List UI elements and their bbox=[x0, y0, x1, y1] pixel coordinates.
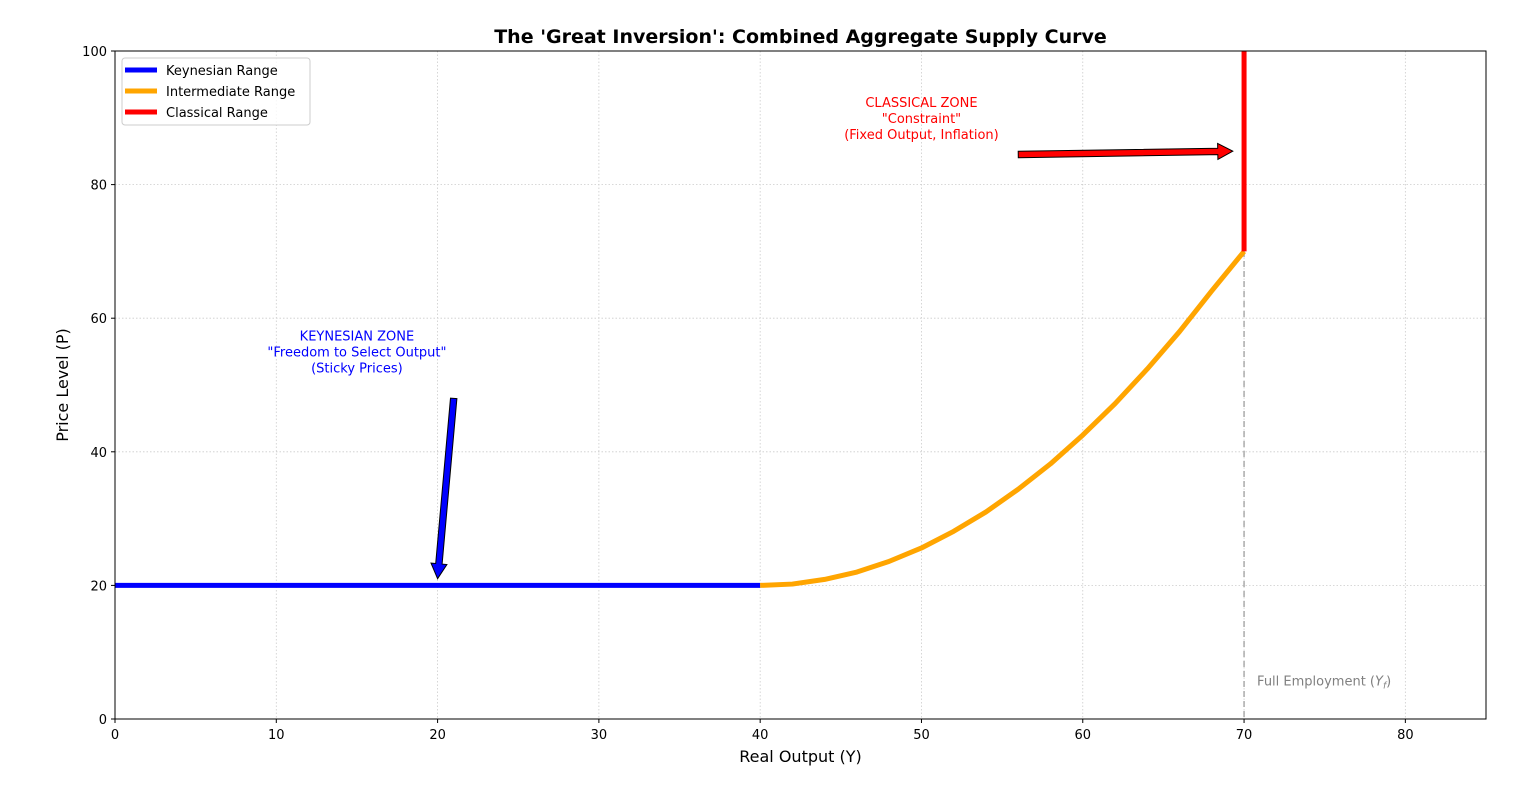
grid-lines bbox=[114, 50, 1486, 720]
x-tick-label: 40 bbox=[752, 728, 769, 743]
classical-zone-text-line: (Fixed Output, Inflation) bbox=[844, 128, 999, 143]
x-axis-label: Real Output (Y) bbox=[739, 747, 862, 766]
y-tick-label: 20 bbox=[90, 579, 107, 594]
series-lines bbox=[115, 51, 1247, 588]
full-employment-label: Full Employment (Yf) bbox=[1257, 675, 1391, 692]
x-tick-label: 0 bbox=[111, 728, 119, 743]
y-tick-label: 80 bbox=[90, 179, 107, 194]
series-intermediate-line bbox=[760, 249, 1246, 588]
x-tick-label: 70 bbox=[1236, 728, 1253, 743]
keynesian-zone-text-line: "Freedom to Select Output" bbox=[267, 346, 446, 361]
y-tick-label: 60 bbox=[90, 312, 107, 327]
classical-zone-arrow bbox=[1017, 142, 1234, 161]
plot-area-frame bbox=[114, 50, 1487, 720]
full-employment-line-group: Full Employment (Yf) bbox=[1243, 51, 1391, 719]
legend-label-classical: Classical Range bbox=[166, 106, 268, 121]
annotations: KEYNESIAN ZONE"Freedom to Select Output"… bbox=[267, 96, 1234, 580]
legend-label-intermediate: Intermediate Range bbox=[166, 85, 295, 100]
keynesian-zone-arrow bbox=[430, 397, 458, 580]
keynesian-zone-text-line: KEYNESIAN ZONE bbox=[300, 330, 415, 345]
legend: Keynesian Range Intermediate Range Class… bbox=[121, 57, 311, 126]
legend-box bbox=[121, 57, 311, 126]
x-tick-label: 30 bbox=[591, 728, 608, 743]
x-tick-label: 10 bbox=[268, 728, 285, 743]
x-tick-label: 80 bbox=[1397, 728, 1414, 743]
classical-zone-text-line: CLASSICAL ZONE bbox=[865, 96, 977, 111]
y-tick-label: 0 bbox=[99, 713, 107, 728]
classical-zone-text-line: "Constraint" bbox=[882, 112, 961, 127]
y-tick-label: 100 bbox=[82, 45, 107, 60]
y-axis-label: Price Level (P) bbox=[53, 328, 72, 442]
x-tick-label: 20 bbox=[429, 728, 446, 743]
x-tick-label: 50 bbox=[913, 728, 930, 743]
chart-title: The 'Great Inversion': Combined Aggregat… bbox=[494, 26, 1107, 48]
legend-label-keynesian: Keynesian Range bbox=[166, 64, 278, 79]
axis-ticks: 0 10 20 30 40 50 60 70 80 0 20 40 60 80 100 bbox=[82, 45, 1413, 743]
y-tick-label: 40 bbox=[90, 446, 107, 461]
x-tick-label: 60 bbox=[1074, 728, 1091, 743]
keynesian-zone-text-line: (Sticky Prices) bbox=[311, 362, 403, 377]
